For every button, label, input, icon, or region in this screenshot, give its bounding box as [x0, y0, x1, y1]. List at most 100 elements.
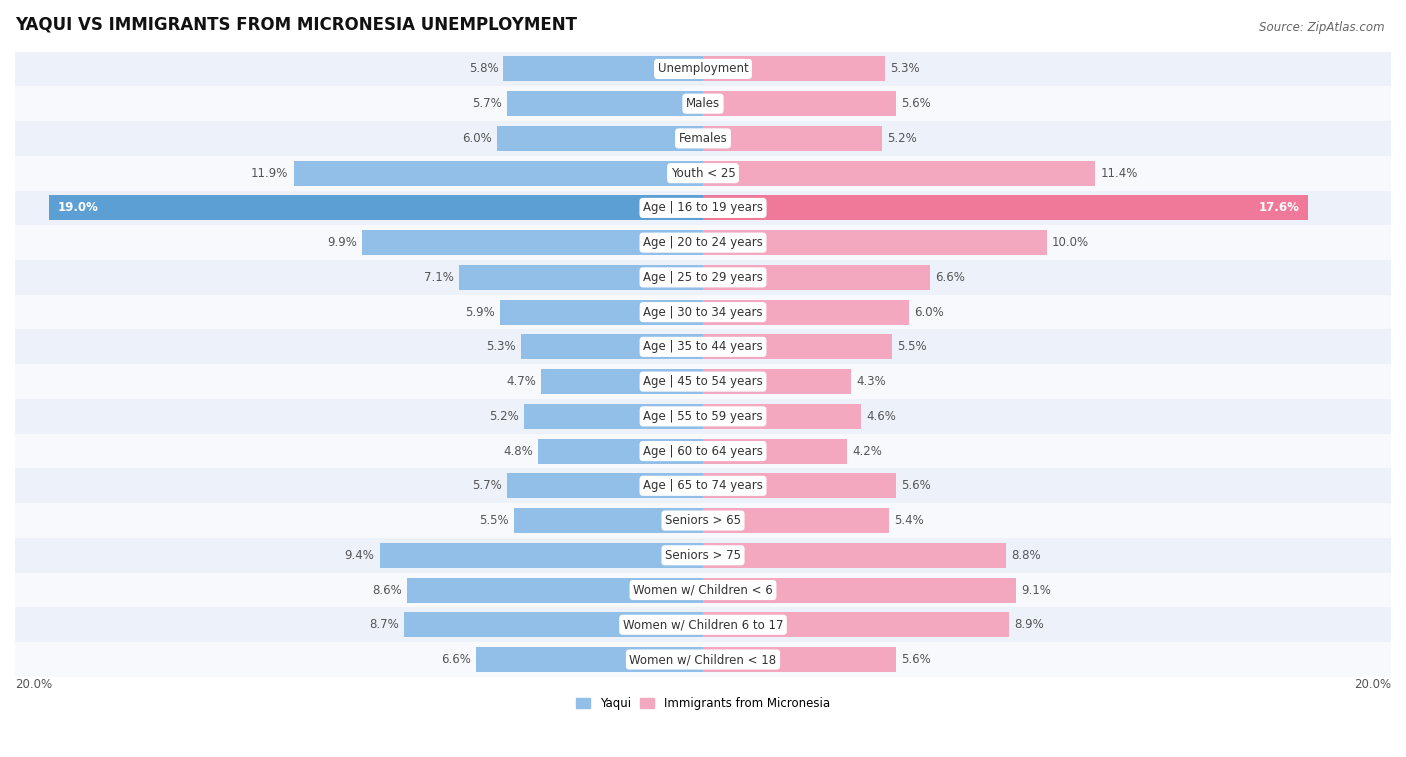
Text: 6.6%: 6.6% — [441, 653, 471, 666]
Text: 5.3%: 5.3% — [486, 341, 516, 354]
Bar — [15, 156, 1391, 191]
Bar — [380, 543, 703, 568]
Text: Age | 35 to 44 years: Age | 35 to 44 years — [643, 341, 763, 354]
Bar — [15, 329, 1391, 364]
Text: 5.3%: 5.3% — [890, 62, 920, 76]
Bar — [703, 335, 893, 360]
Text: 10.0%: 10.0% — [1052, 236, 1090, 249]
Text: 9.4%: 9.4% — [344, 549, 374, 562]
Text: 4.3%: 4.3% — [856, 375, 886, 388]
Text: 4.6%: 4.6% — [866, 410, 896, 423]
Text: Males: Males — [686, 97, 720, 111]
Bar — [294, 160, 703, 185]
Bar — [703, 300, 910, 325]
Bar — [508, 473, 703, 498]
Text: 5.6%: 5.6% — [901, 479, 931, 492]
Text: 11.9%: 11.9% — [252, 167, 288, 179]
Text: 6.0%: 6.0% — [461, 132, 492, 145]
Bar — [15, 399, 1391, 434]
Bar — [15, 226, 1391, 260]
Bar — [538, 438, 703, 463]
Bar — [15, 572, 1391, 607]
Bar — [703, 403, 862, 429]
Bar — [703, 438, 848, 463]
Bar — [703, 612, 1010, 637]
Text: 8.9%: 8.9% — [1014, 618, 1045, 631]
Text: 8.8%: 8.8% — [1011, 549, 1040, 562]
Text: Age | 65 to 74 years: Age | 65 to 74 years — [643, 479, 763, 492]
Text: Age | 25 to 29 years: Age | 25 to 29 years — [643, 271, 763, 284]
Text: 20.0%: 20.0% — [1354, 678, 1391, 691]
Bar — [15, 121, 1391, 156]
Bar — [703, 265, 929, 290]
Text: 4.7%: 4.7% — [506, 375, 536, 388]
Text: 5.7%: 5.7% — [472, 97, 502, 111]
Bar — [15, 191, 1391, 226]
Bar — [703, 473, 896, 498]
Text: 4.2%: 4.2% — [852, 444, 883, 457]
Text: Age | 55 to 59 years: Age | 55 to 59 years — [643, 410, 763, 423]
Bar — [703, 91, 896, 116]
Bar — [703, 508, 889, 533]
Legend: Yaqui, Immigrants from Micronesia: Yaqui, Immigrants from Micronesia — [571, 693, 835, 715]
Bar — [703, 543, 1005, 568]
Text: Source: ZipAtlas.com: Source: ZipAtlas.com — [1260, 21, 1385, 34]
Text: Age | 16 to 19 years: Age | 16 to 19 years — [643, 201, 763, 214]
Text: YAQUI VS IMMIGRANTS FROM MICRONESIA UNEMPLOYMENT: YAQUI VS IMMIGRANTS FROM MICRONESIA UNEM… — [15, 15, 576, 33]
Text: Seniors > 75: Seniors > 75 — [665, 549, 741, 562]
Bar — [15, 434, 1391, 469]
Bar — [15, 538, 1391, 572]
Bar — [703, 160, 1095, 185]
Text: 4.8%: 4.8% — [503, 444, 533, 457]
Bar — [703, 647, 896, 672]
Text: 8.7%: 8.7% — [368, 618, 398, 631]
Bar — [15, 469, 1391, 503]
Text: 5.6%: 5.6% — [901, 653, 931, 666]
Bar — [15, 260, 1391, 294]
Text: 19.0%: 19.0% — [58, 201, 98, 214]
Bar — [15, 607, 1391, 642]
Text: 6.6%: 6.6% — [935, 271, 965, 284]
Text: 6.0%: 6.0% — [914, 306, 945, 319]
Text: 8.6%: 8.6% — [373, 584, 402, 597]
Bar — [496, 126, 703, 151]
Bar — [703, 195, 1309, 220]
Bar — [503, 57, 703, 82]
Bar — [513, 508, 703, 533]
Text: Age | 20 to 24 years: Age | 20 to 24 years — [643, 236, 763, 249]
Bar — [703, 230, 1047, 255]
Text: Age | 60 to 64 years: Age | 60 to 64 years — [643, 444, 763, 457]
Text: 9.9%: 9.9% — [328, 236, 357, 249]
Text: 17.6%: 17.6% — [1258, 201, 1299, 214]
Bar — [508, 91, 703, 116]
Text: Seniors > 65: Seniors > 65 — [665, 514, 741, 527]
Bar — [49, 195, 703, 220]
Bar — [524, 403, 703, 429]
Bar — [520, 335, 703, 360]
Text: Youth < 25: Youth < 25 — [671, 167, 735, 179]
Text: Unemployment: Unemployment — [658, 62, 748, 76]
Bar — [477, 647, 703, 672]
Text: 20.0%: 20.0% — [15, 678, 52, 691]
Bar — [703, 57, 886, 82]
Bar — [458, 265, 703, 290]
Text: 7.1%: 7.1% — [423, 271, 454, 284]
Text: Age | 45 to 54 years: Age | 45 to 54 years — [643, 375, 763, 388]
Bar — [363, 230, 703, 255]
Bar — [404, 612, 703, 637]
Bar — [541, 369, 703, 394]
Bar — [15, 294, 1391, 329]
Bar — [703, 369, 851, 394]
Bar — [15, 86, 1391, 121]
Text: Women w/ Children 6 to 17: Women w/ Children 6 to 17 — [623, 618, 783, 631]
Text: 5.5%: 5.5% — [479, 514, 509, 527]
Text: 9.1%: 9.1% — [1021, 584, 1052, 597]
Text: 5.8%: 5.8% — [468, 62, 498, 76]
Bar — [703, 126, 882, 151]
Text: 5.9%: 5.9% — [465, 306, 495, 319]
Text: 5.6%: 5.6% — [901, 97, 931, 111]
Bar — [15, 503, 1391, 538]
Text: Females: Females — [679, 132, 727, 145]
Text: 5.2%: 5.2% — [489, 410, 519, 423]
Bar — [501, 300, 703, 325]
